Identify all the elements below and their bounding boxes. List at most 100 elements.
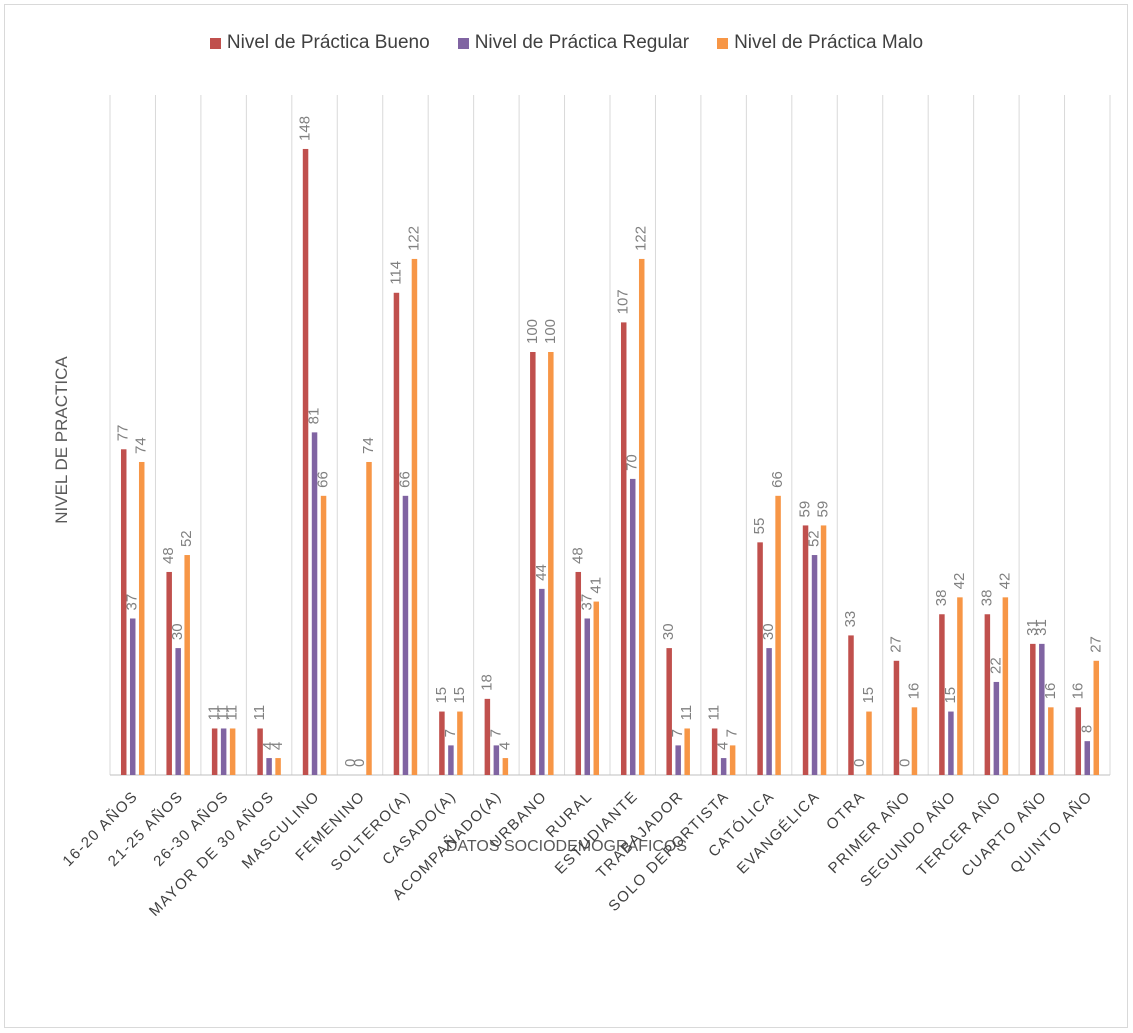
category-label: ESTUDIANTE xyxy=(552,788,642,878)
bar xyxy=(138,461,145,775)
category-label: SOLTERO(A) xyxy=(328,788,415,875)
bar xyxy=(729,745,736,775)
category-label: 16-20 AÑOS xyxy=(59,788,141,870)
data-label: 44 xyxy=(533,564,550,581)
bar xyxy=(530,352,536,775)
bar xyxy=(1084,741,1091,775)
data-label: 8 xyxy=(1078,725,1095,733)
x-axis-title: DATOS SOCIODEMOGRAFICOS xyxy=(445,838,688,855)
bar xyxy=(129,618,136,775)
data-label: 4 xyxy=(496,742,513,750)
data-label: 42 xyxy=(996,573,1013,590)
bar xyxy=(402,495,409,775)
bar xyxy=(411,258,418,775)
bar xyxy=(720,758,727,775)
chart-frame xyxy=(4,4,1128,1028)
bar xyxy=(311,432,318,775)
bar xyxy=(1075,707,1082,775)
bar xyxy=(502,758,509,775)
data-label: 48 xyxy=(569,547,586,564)
data-label: 33 xyxy=(842,611,859,628)
data-label: 148 xyxy=(297,116,314,141)
bar xyxy=(766,648,772,775)
data-label: 74 xyxy=(360,437,377,454)
legend-item-bueno: Nivel de Práctica Bueno xyxy=(209,32,430,54)
data-label: 16 xyxy=(905,683,922,700)
data-label: 41 xyxy=(587,577,604,594)
legend-swatch-regular xyxy=(457,37,469,49)
category-label: MASCULINO xyxy=(239,788,324,873)
data-label: 11 xyxy=(215,705,232,721)
bar xyxy=(220,728,227,775)
bar xyxy=(175,648,181,775)
bar xyxy=(948,711,954,775)
data-label: 59 xyxy=(815,501,832,518)
bar xyxy=(575,571,582,775)
bar xyxy=(275,758,281,775)
data-label: 37 xyxy=(124,594,141,611)
data-label: 18 xyxy=(478,674,495,691)
data-label: 11 xyxy=(251,705,268,721)
bar xyxy=(439,711,445,775)
data-label: 7 xyxy=(442,729,459,737)
bar xyxy=(993,681,1000,775)
bar xyxy=(620,322,627,775)
bar xyxy=(684,728,690,775)
data-label: 16 xyxy=(1042,683,1059,700)
bar xyxy=(257,728,263,775)
data-label: 7 xyxy=(724,729,741,737)
data-label: 16 xyxy=(1069,683,1086,700)
data-label: 74 xyxy=(133,437,150,454)
bar xyxy=(320,495,327,775)
bar xyxy=(984,614,991,775)
data-label: 55 xyxy=(751,518,768,535)
data-label: 100 xyxy=(524,319,541,344)
data-label: 38 xyxy=(933,590,950,607)
bar xyxy=(211,728,218,775)
legend-label-malo: Nivel de Práctica Malo xyxy=(734,32,924,53)
data-label: 48 xyxy=(160,547,177,564)
data-label: 122 xyxy=(633,226,650,251)
data-label: 4 xyxy=(269,742,286,750)
data-label: 15 xyxy=(942,687,959,704)
category-label: QUINTO AÑO xyxy=(1007,788,1096,877)
bar xyxy=(393,292,400,775)
data-label: 107 xyxy=(615,289,632,314)
data-label: 11 xyxy=(678,705,695,721)
bar xyxy=(866,711,872,775)
bar xyxy=(484,698,491,775)
data-label: 0 xyxy=(851,759,868,767)
bar xyxy=(675,745,681,775)
bar xyxy=(820,525,827,775)
category-label: EVANGÉLICA xyxy=(734,788,824,878)
data-label: 15 xyxy=(451,687,468,704)
data-label: 37 xyxy=(578,594,595,611)
bar xyxy=(893,660,900,775)
data-label: 11 xyxy=(224,705,241,721)
data-label: 27 xyxy=(887,636,904,653)
bar xyxy=(911,707,918,775)
data-label: 66 xyxy=(396,471,413,488)
data-label: 15 xyxy=(860,687,877,704)
bar xyxy=(266,758,272,775)
data-label: 11 xyxy=(706,705,723,721)
bar xyxy=(775,495,781,775)
bar xyxy=(1002,597,1009,775)
legend-swatch-malo xyxy=(717,37,729,49)
data-label: 77 xyxy=(115,425,132,442)
bar xyxy=(366,461,372,775)
data-label: 100 xyxy=(542,319,559,344)
bar xyxy=(184,555,190,775)
bar xyxy=(848,635,854,775)
data-label: 4 xyxy=(715,742,732,750)
data-label: 4 xyxy=(260,742,277,750)
legend-item-malo: Nivel de Práctica Malo xyxy=(717,32,923,54)
bar xyxy=(229,728,236,775)
data-label: 30 xyxy=(169,623,186,640)
data-label: 66 xyxy=(769,471,786,488)
bar xyxy=(939,614,945,775)
data-label: 27 xyxy=(1087,636,1104,653)
data-label: 114 xyxy=(387,261,404,285)
bar xyxy=(629,478,636,775)
